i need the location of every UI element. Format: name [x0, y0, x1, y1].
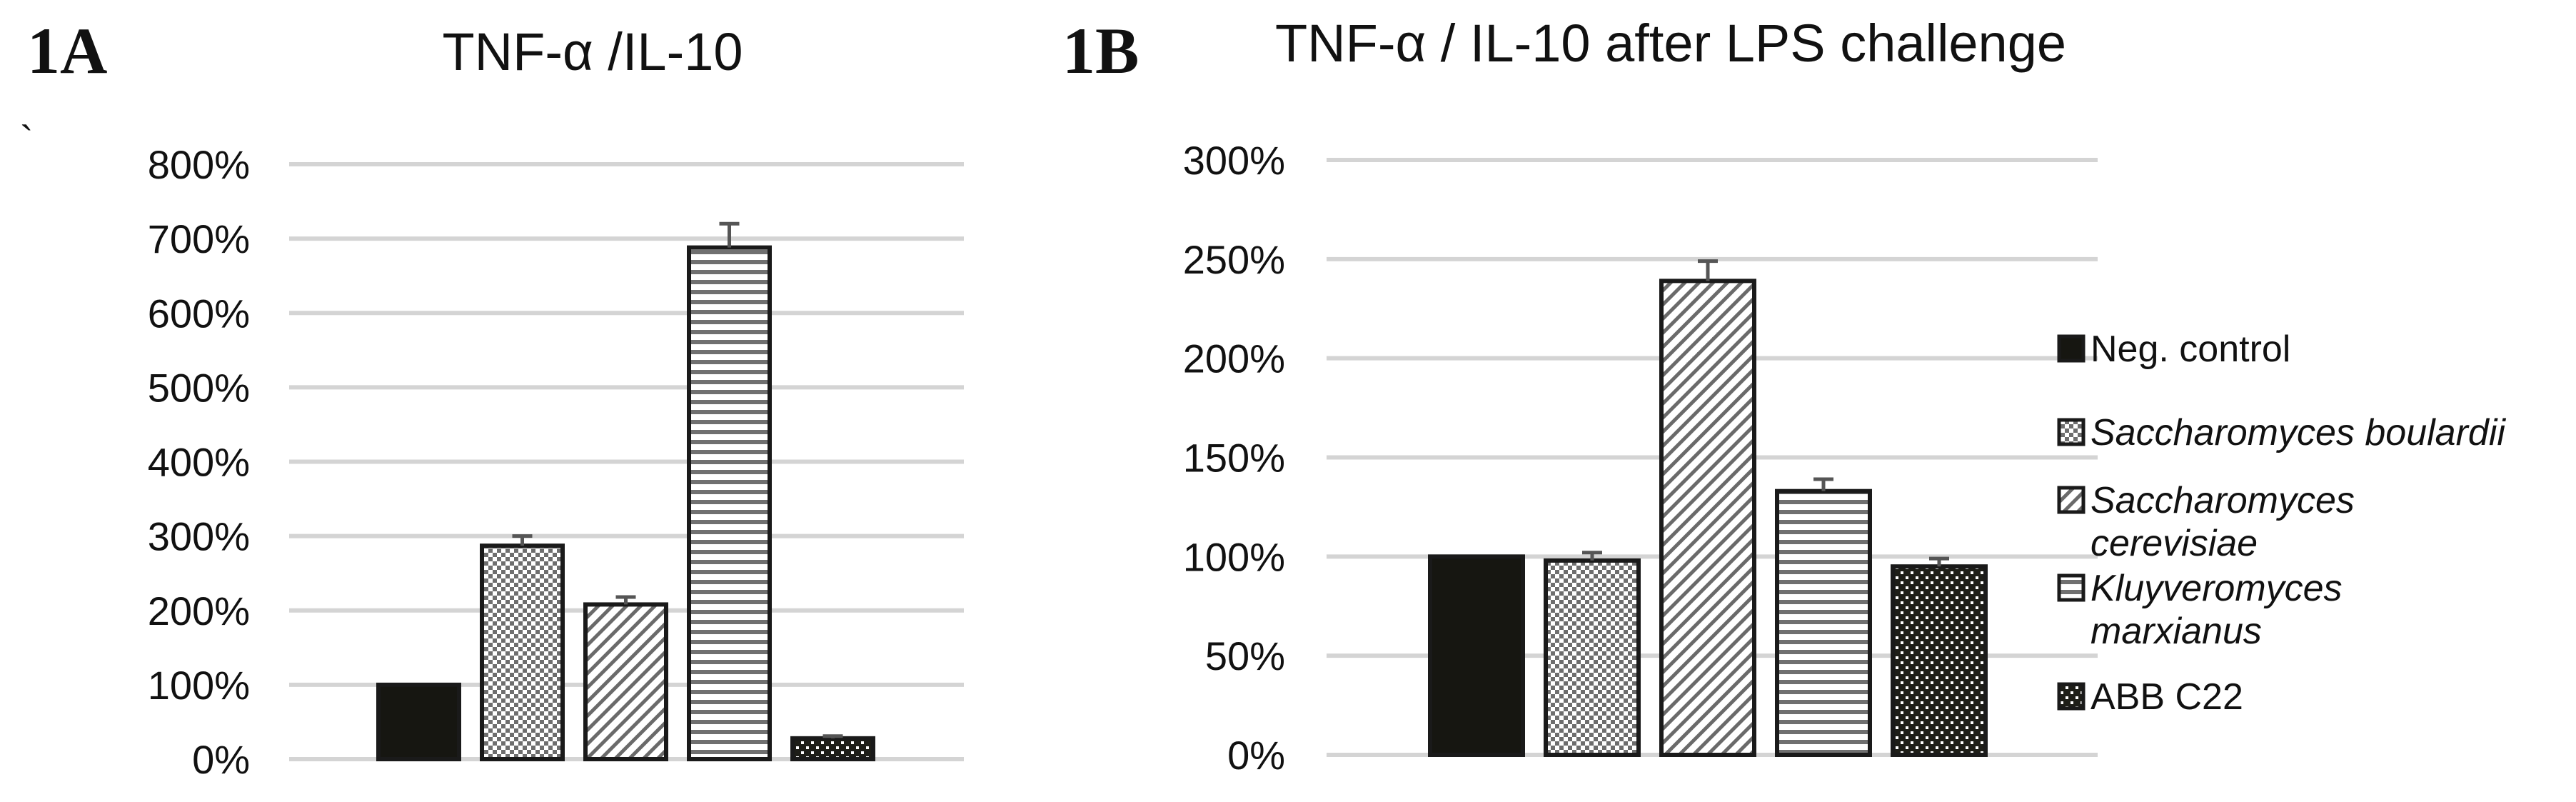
chart-a-y-tick-label: 500% [148, 365, 250, 410]
chart-a-bar [480, 543, 565, 761]
legend-label: Neg. control [2091, 329, 2290, 370]
chart-a-bar [583, 602, 668, 761]
legend-swatch [2057, 334, 2086, 363]
chart-b-bar [1428, 554, 1525, 757]
chart-b-bar [1891, 564, 1988, 757]
chart-a-y-tick-label: 0% [192, 737, 250, 782]
legend-swatch [2057, 682, 2086, 711]
chart-b-y-tick-label: 300% [1183, 138, 1285, 183]
stray-mark: ` [20, 117, 34, 162]
chart-a: 0% 100% 200% 300% 400% 500% 600% 700% 800% [148, 142, 964, 782]
chart-a-y-tick-label: 800% [148, 142, 250, 187]
chart-a-bar [790, 736, 875, 761]
chart-a-y-tick-label: 600% [148, 291, 250, 336]
chart-a-bar [687, 245, 772, 761]
chart-b-y-tick-label: 50% [1205, 633, 1285, 678]
panel-label-a: 1A [27, 14, 107, 87]
panel-label-b: 1B [1062, 14, 1139, 87]
chart-a-bar [376, 682, 461, 761]
chart-a-y-tick-label: 100% [148, 663, 250, 708]
legend-swatch [2057, 486, 2086, 514]
legend-label: marxianus [2091, 611, 2262, 652]
chart-b-y-tick-label: 200% [1183, 336, 1285, 381]
chart-b-y-tick-label: 100% [1183, 534, 1285, 579]
legend-label: Saccharomyces boulardii [2091, 412, 2506, 453]
legend-label: ABB C22 [2091, 676, 2243, 718]
legend: Neg. control Saccharomyces boulardii Sacch… [2057, 329, 2506, 718]
chart-a-y-tick-label: 400% [148, 440, 250, 485]
chart-a-title: TNF-α /IL-10 [442, 22, 743, 81]
chart-b-bar [1659, 279, 1756, 758]
chart-a-y-tick-label: 700% [148, 216, 250, 261]
legend-label: cerevisiae [2091, 523, 2258, 564]
chart-a-y-tick-label: 200% [148, 588, 250, 633]
chart-b-title: TNF-α / IL-10 after LPS challenge [1275, 14, 2066, 73]
chart-b-y-tick-label: 250% [1183, 237, 1285, 282]
chart-b-bar [1775, 488, 1872, 757]
chart-b-bar [1544, 558, 1641, 757]
chart-b-y-tick-label: 0% [1227, 733, 1285, 778]
legend-swatch [2057, 418, 2086, 446]
chart-b: 0% 50% 100% 150% 200% 250% 300% [1183, 138, 2098, 778]
legend-label: Kluyveromyces [2091, 568, 2343, 609]
legend-swatch [2057, 573, 2086, 602]
legend-label: Saccharomyces [2091, 480, 2355, 521]
chart-b-y-tick-label: 150% [1183, 436, 1285, 481]
chart-a-y-tick-label: 300% [148, 514, 250, 559]
